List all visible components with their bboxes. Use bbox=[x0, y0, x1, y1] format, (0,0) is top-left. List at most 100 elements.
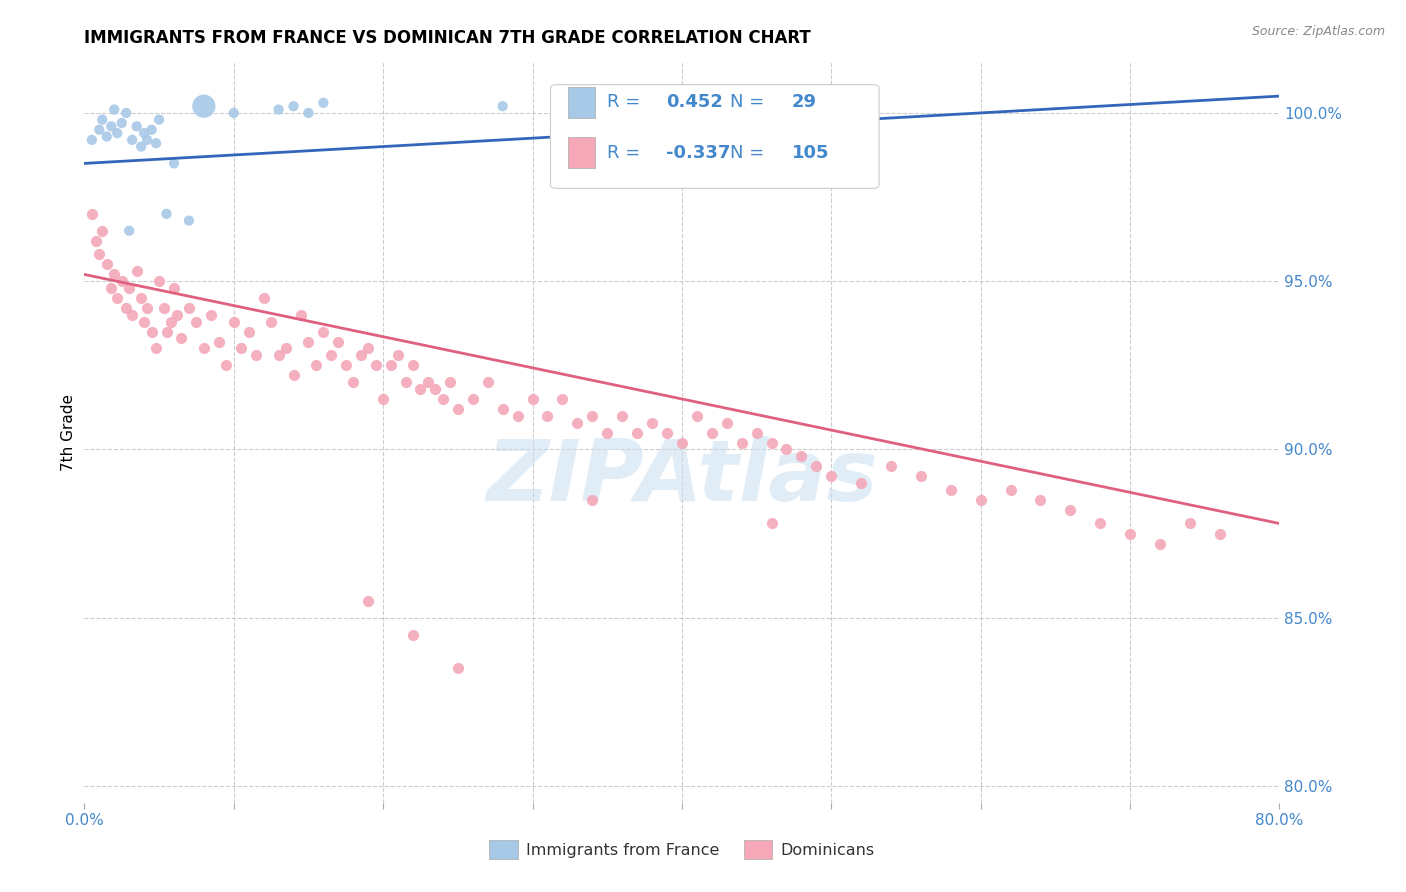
Point bbox=[492, 99, 515, 113]
Point bbox=[581, 409, 603, 423]
Point bbox=[177, 213, 200, 227]
Point bbox=[121, 308, 143, 322]
Point bbox=[851, 476, 873, 491]
Point bbox=[253, 291, 276, 305]
Point bbox=[166, 308, 188, 322]
Point bbox=[141, 122, 163, 136]
Text: 0.452: 0.452 bbox=[666, 94, 723, 112]
Point bbox=[290, 308, 312, 322]
Point bbox=[394, 375, 416, 389]
Point bbox=[283, 99, 305, 113]
Text: N =: N = bbox=[730, 144, 769, 161]
Point bbox=[155, 207, 177, 221]
Point bbox=[145, 136, 167, 151]
Point bbox=[115, 301, 138, 315]
Point bbox=[350, 348, 373, 362]
Point bbox=[536, 409, 558, 423]
Point bbox=[103, 103, 125, 117]
Point bbox=[335, 359, 357, 373]
Point bbox=[215, 359, 238, 373]
Point bbox=[1149, 536, 1171, 550]
Point bbox=[267, 348, 290, 362]
Point bbox=[160, 315, 183, 329]
Text: 29: 29 bbox=[792, 94, 817, 112]
Point bbox=[716, 416, 738, 430]
Point bbox=[148, 112, 170, 127]
FancyBboxPatch shape bbox=[551, 85, 879, 188]
Point bbox=[96, 129, 118, 144]
Point bbox=[148, 274, 170, 288]
Point bbox=[447, 402, 470, 417]
Point bbox=[118, 281, 141, 295]
Point bbox=[910, 469, 932, 483]
Point bbox=[612, 409, 634, 423]
Point bbox=[402, 359, 425, 373]
Point bbox=[790, 449, 813, 463]
Point bbox=[342, 375, 364, 389]
Point bbox=[328, 334, 350, 349]
Point bbox=[115, 106, 138, 120]
Point bbox=[700, 425, 723, 440]
Y-axis label: 7th Grade: 7th Grade bbox=[60, 394, 76, 471]
Point bbox=[105, 291, 128, 305]
Text: 105: 105 bbox=[792, 144, 830, 161]
Point bbox=[477, 375, 499, 389]
Point bbox=[492, 402, 515, 417]
Point bbox=[1000, 483, 1022, 497]
Point bbox=[1178, 516, 1201, 531]
Point bbox=[522, 392, 544, 406]
Point bbox=[1119, 526, 1142, 541]
Point bbox=[80, 207, 103, 221]
Point bbox=[100, 120, 122, 134]
Point bbox=[731, 435, 754, 450]
Text: R =: R = bbox=[606, 144, 645, 161]
Point bbox=[297, 334, 319, 349]
Point bbox=[312, 95, 335, 110]
Point bbox=[238, 325, 260, 339]
Point bbox=[581, 492, 603, 507]
Point bbox=[260, 315, 283, 329]
Point bbox=[274, 342, 297, 356]
Text: ZIPAtlas: ZIPAtlas bbox=[486, 435, 877, 518]
Point bbox=[655, 425, 678, 440]
Point bbox=[103, 268, 125, 282]
Point bbox=[305, 359, 328, 373]
Point bbox=[245, 348, 267, 362]
Point bbox=[357, 342, 380, 356]
Point bbox=[155, 325, 177, 339]
FancyBboxPatch shape bbox=[568, 137, 595, 169]
Point bbox=[626, 425, 648, 440]
Point bbox=[880, 459, 903, 474]
Point bbox=[820, 469, 842, 483]
Point bbox=[163, 156, 186, 170]
Point bbox=[129, 139, 152, 153]
Point bbox=[200, 308, 222, 322]
Point bbox=[177, 301, 200, 315]
Point bbox=[136, 133, 159, 147]
Point bbox=[970, 492, 993, 507]
Point bbox=[222, 315, 245, 329]
Point bbox=[373, 392, 395, 406]
Text: -0.337: -0.337 bbox=[666, 144, 731, 161]
Point bbox=[596, 425, 619, 440]
Point bbox=[152, 301, 174, 315]
Point bbox=[231, 342, 253, 356]
Point bbox=[145, 342, 167, 356]
Point bbox=[671, 435, 693, 450]
Point bbox=[439, 375, 461, 389]
Point bbox=[208, 334, 231, 349]
Point bbox=[939, 483, 962, 497]
Point bbox=[80, 133, 103, 147]
Point bbox=[425, 382, 447, 396]
FancyBboxPatch shape bbox=[568, 87, 595, 118]
Point bbox=[193, 342, 215, 356]
Point bbox=[129, 291, 152, 305]
Point bbox=[761, 435, 783, 450]
Point bbox=[283, 368, 305, 383]
Point bbox=[761, 516, 783, 531]
Point bbox=[447, 661, 470, 675]
Point bbox=[775, 442, 797, 457]
Point bbox=[100, 281, 122, 295]
Point bbox=[170, 331, 193, 345]
Point bbox=[193, 99, 215, 113]
